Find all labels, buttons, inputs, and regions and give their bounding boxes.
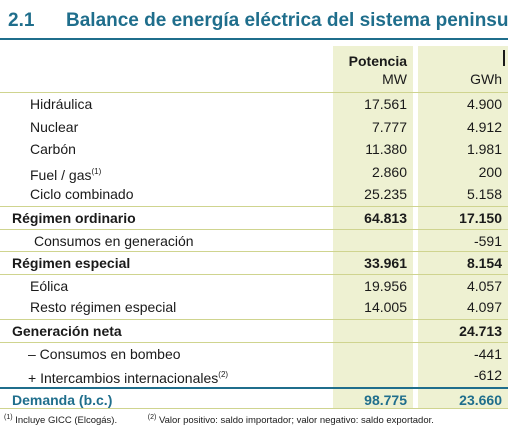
table-row-subtotal: Régimen especial 33.961 8.154 bbox=[0, 251, 508, 274]
table-title-text: Balance de energía eléctrica del sistema… bbox=[66, 10, 508, 31]
footnote-mark: (1) bbox=[91, 166, 102, 176]
row-gwh: 4.912 bbox=[466, 118, 502, 135]
row-gwh: 1.981 bbox=[466, 141, 502, 158]
row-gwh: 17.150 bbox=[459, 209, 502, 226]
table-title: 2.1 Balance de energía eléctrica del sist… bbox=[8, 8, 508, 34]
row-label: Nuclear bbox=[30, 118, 79, 135]
table-row-subtotal: Régimen ordinario 64.813 17.150 bbox=[0, 205, 508, 229]
row-label: – Consumos en bombeo bbox=[28, 345, 181, 362]
row-gwh: 5.158 bbox=[466, 186, 502, 203]
row-label: Régimen especial bbox=[12, 255, 131, 272]
row-mw: 98.775 bbox=[364, 391, 407, 408]
table-row: Nuclear 7.777 4.912 bbox=[0, 116, 508, 139]
row-label-with-note: Fuel / gas(1) bbox=[30, 161, 101, 186]
row-label: Fuel / gas bbox=[30, 166, 92, 183]
row-gwh: -591 bbox=[473, 232, 502, 249]
table-row: Carbón 11.380 1.981 bbox=[0, 138, 508, 161]
row-label: Eólica bbox=[30, 277, 69, 294]
row-label: Resto régimen especial bbox=[30, 299, 177, 316]
row-gwh: -612 bbox=[473, 367, 502, 384]
row-mw: 25.235 bbox=[364, 186, 407, 203]
row-label-with-note: + Intercambios internacionales(2) bbox=[28, 364, 228, 389]
potencia-column-background bbox=[333, 46, 413, 408]
footnote-2-text: Valor positivo: saldo importador; valor … bbox=[158, 415, 434, 426]
row-mw: 64.813 bbox=[364, 209, 407, 226]
row-label: Consumos en generación bbox=[34, 232, 194, 249]
row-mw: 2.860 bbox=[371, 163, 407, 180]
row-mw: 11.380 bbox=[365, 141, 407, 158]
table-row: Consumos en generación -591 bbox=[0, 228, 508, 252]
header-divider bbox=[0, 92, 508, 93]
header-gwh-unit: GWh bbox=[470, 71, 502, 87]
header-mw-unit: MW bbox=[382, 71, 407, 87]
table-row: Hidráulica 17.561 4.900 bbox=[0, 93, 508, 116]
table-bottom-divider bbox=[0, 408, 508, 409]
row-gwh: 24.713 bbox=[459, 322, 502, 339]
table-row: Fuel / gas(1) 2.860 200 bbox=[0, 161, 508, 184]
table-row: Ciclo combinado 25.235 5.158 bbox=[0, 183, 508, 206]
row-mw: 14.005 bbox=[364, 299, 407, 316]
row-gwh: 23.660 bbox=[459, 391, 502, 408]
row-mw: 17.561 bbox=[364, 96, 407, 112]
row-gwh: 4.057 bbox=[466, 277, 502, 294]
header-edge-mark bbox=[503, 50, 505, 66]
row-mw: 33.961 bbox=[364, 255, 407, 272]
row-label: Ciclo combinado bbox=[30, 186, 134, 203]
title-divider bbox=[0, 38, 508, 40]
footnotes: (1) Incluye GICC (Elcogás). (2) Valor po… bbox=[4, 414, 434, 426]
table-row: Eólica 19.956 4.057 bbox=[0, 273, 508, 297]
table-body: Hidráulica 17.561 4.900 Nuclear 7.777 4.… bbox=[0, 93, 508, 409]
table-row: + Intercambios internacionales(2) -612 bbox=[0, 364, 508, 387]
row-gwh: 4.097 bbox=[466, 299, 502, 316]
row-label: Generación neta bbox=[12, 322, 122, 339]
footnote-1-mark: (1) bbox=[4, 414, 13, 421]
row-mw: 19.956 bbox=[364, 277, 407, 294]
row-gwh: 200 bbox=[478, 163, 502, 180]
row-gwh: 4.900 bbox=[466, 96, 502, 112]
row-label: Hidráulica bbox=[30, 96, 93, 112]
table-row: Resto régimen especial 14.005 4.097 bbox=[0, 296, 508, 319]
row-mw: 7.777 bbox=[371, 118, 407, 135]
row-gwh: 8.154 bbox=[466, 255, 502, 272]
table-row: – Consumos en bombeo -441 bbox=[0, 341, 508, 365]
row-gwh: -441 bbox=[473, 345, 502, 362]
energia-column-background bbox=[418, 46, 508, 408]
row-label: Carbón bbox=[30, 141, 76, 158]
header-potencia: Potencia bbox=[348, 53, 407, 69]
row-label: + Intercambios internacionales bbox=[28, 370, 219, 387]
footnote-2-mark: (2) bbox=[147, 414, 157, 421]
table-row-subtotal: Generación neta 24.713 bbox=[0, 318, 508, 342]
footnote-1-text: Incluye GICC (Elcogás). bbox=[15, 415, 118, 426]
row-label: Régimen ordinario bbox=[12, 209, 136, 226]
row-label: Demanda (b.c.) bbox=[12, 391, 113, 408]
table-number: 2.1 bbox=[8, 10, 35, 31]
footnote-mark: (2) bbox=[218, 370, 229, 380]
table-row-total: Demanda (b.c.) 98.775 23.660 bbox=[0, 386, 508, 410]
